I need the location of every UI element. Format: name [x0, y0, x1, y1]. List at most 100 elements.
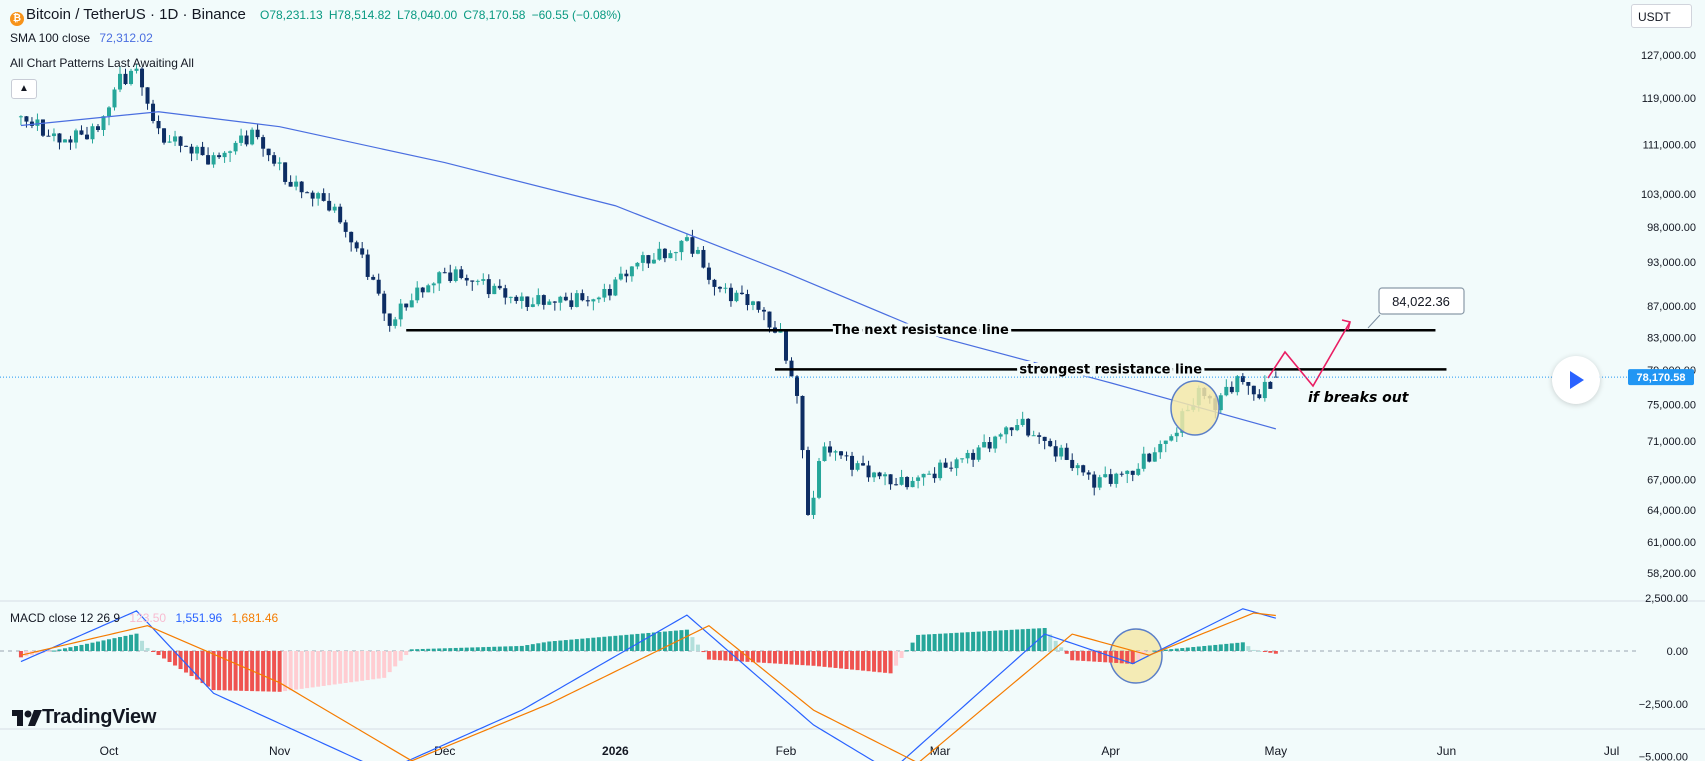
time-tick-label: Nov: [269, 744, 290, 758]
macd-histogram-bar: [244, 651, 249, 691]
tradingview-logo[interactable]: TradingView: [12, 706, 156, 729]
macd-tick-label: 0.00: [1667, 646, 1688, 658]
macd-histogram-bar: [134, 633, 139, 651]
macd-histogram-bar: [954, 632, 959, 651]
macd-histogram-bar: [272, 651, 277, 692]
sma-legend[interactable]: SMA 100 close 72,312.02: [10, 31, 155, 45]
macd-histogram-bar: [998, 630, 1003, 651]
candle-body: [46, 135, 51, 137]
macd-histogram-bar: [261, 651, 266, 692]
macd-legend[interactable]: MACD close 12 26 9 123.50 1,551.96 1,681…: [10, 611, 280, 625]
macd-histogram-bar: [982, 631, 987, 651]
candle-body: [1136, 468, 1141, 475]
macd-histogram-bar: [57, 649, 62, 651]
candle-body: [387, 313, 392, 326]
price-tick-label: 119,000.00: [1642, 93, 1696, 105]
breakout-note: if breaks out: [1308, 390, 1410, 406]
candle-body: [850, 455, 855, 470]
macd-histogram-bar: [178, 651, 183, 670]
macd-histogram-bar: [62, 648, 67, 651]
macd-histogram-bar: [288, 651, 293, 691]
candle-body: [1158, 443, 1163, 453]
candle-body: [1086, 472, 1091, 475]
candle-body: [261, 137, 266, 149]
strongest-resistance-line-label: strongest resistance line: [1019, 362, 1202, 377]
macd-histogram-bar: [184, 651, 189, 673]
tradingview-mark-icon: [12, 710, 42, 726]
candle-body: [173, 136, 178, 142]
candle-body: [585, 300, 590, 302]
macd-histogram-bar: [916, 634, 921, 651]
macd-histogram-bar: [894, 651, 899, 666]
candle-body: [629, 266, 634, 277]
price-tick-label: 58,200.00: [1647, 568, 1696, 580]
macd-histogram-bar: [987, 631, 992, 651]
macd-histogram-bar: [277, 651, 282, 692]
candle-body: [1108, 474, 1113, 484]
macd-line-value: 1,551.96: [175, 611, 223, 625]
macd-histogram-bar: [822, 651, 827, 667]
macd-histogram-bar: [73, 646, 78, 651]
macd-histogram-bar: [695, 644, 700, 651]
candle-body: [855, 463, 860, 470]
candle-body: [1169, 436, 1174, 441]
candle-body: [486, 279, 491, 295]
candle-body: [101, 116, 106, 130]
macd-histogram-bar: [811, 651, 816, 666]
macd-histogram-bar: [728, 651, 733, 661]
candle-body: [1229, 386, 1234, 393]
candle-body: [1174, 432, 1179, 437]
macd-histogram-bar: [35, 651, 40, 654]
candle-body: [57, 133, 62, 143]
time-tick-label: Mar: [930, 744, 951, 758]
time-tick-label: Jun: [1437, 744, 1456, 758]
candle-body: [398, 303, 403, 320]
macd-histogram-bar: [756, 651, 761, 663]
candle-body: [360, 248, 365, 255]
candle-body: [1163, 440, 1168, 444]
macd-histogram-bar: [899, 651, 904, 658]
candle-body: [162, 128, 167, 143]
macd-histogram-bar: [1147, 651, 1152, 652]
macd-histogram-bar: [723, 651, 728, 661]
time-tick-label: Oct: [100, 744, 119, 758]
macd-histogram-bar: [927, 634, 932, 651]
candle-body: [481, 279, 486, 281]
price-tick-label: 75,000.00: [1647, 400, 1696, 412]
candle-body: [767, 311, 772, 328]
macd-histogram-bar: [1097, 651, 1102, 662]
collapse-legend-button[interactable]: ▲: [11, 79, 37, 99]
candle-body: [1147, 453, 1152, 462]
patterns-legend[interactable]: All Chart Patterns Last Awaiting All: [10, 56, 196, 70]
macd-histogram-bar: [932, 634, 937, 651]
last-price-tag: [1628, 369, 1694, 386]
candle-body: [1235, 376, 1240, 393]
macd-histogram-bar: [629, 634, 634, 651]
macd-histogram-bar: [453, 647, 458, 651]
replay-button[interactable]: [1552, 356, 1600, 404]
macd-histogram-bar: [861, 651, 866, 671]
macd-histogram-bar: [321, 651, 326, 686]
candle-body: [1119, 473, 1124, 475]
macd-histogram-bar: [817, 651, 822, 667]
candle-body: [228, 151, 233, 153]
symbol-title[interactable]: Bitcoin / TetherUS · 1D · Binance: [26, 6, 246, 23]
macd-histogram-bar: [448, 648, 453, 651]
macd-histogram-bar: [1081, 651, 1086, 661]
candle-body: [233, 142, 238, 152]
candle-body: [1141, 453, 1146, 469]
candle-body: [376, 279, 381, 294]
macd-histogram-bar: [404, 651, 409, 656]
macd-histogram-bar: [239, 651, 244, 691]
candle-body: [305, 192, 310, 194]
time-tick-label: Feb: [776, 744, 797, 758]
macd-histogram-bar: [662, 631, 667, 651]
candle-body: [1257, 394, 1262, 399]
macd-histogram-bar: [668, 631, 673, 651]
macd-histogram-bar: [1262, 651, 1267, 652]
candle-body: [899, 476, 904, 485]
macd-histogram-bar: [195, 651, 200, 680]
macd-histogram-bar: [305, 651, 310, 689]
currency-selector[interactable]: USDT: [1631, 4, 1692, 28]
